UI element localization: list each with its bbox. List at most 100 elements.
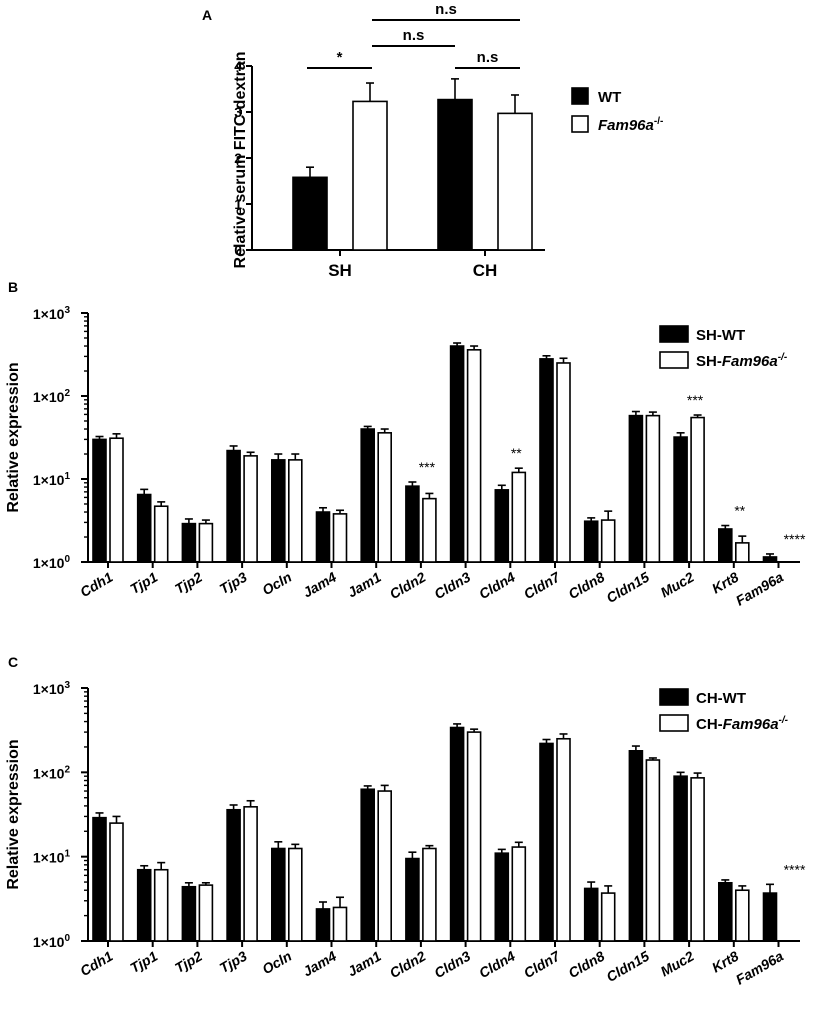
- bar-b-ko-jam4: [332, 513, 348, 563]
- bar-b-wt-jam1: [360, 428, 376, 563]
- error-bar-c-wt-ocln: [274, 841, 283, 849]
- error-bar-c-wt-cldn2: [408, 851, 417, 859]
- error-bar-a-wt-sh: [306, 166, 314, 178]
- y-axis-title-c: Relative expression: [5, 739, 22, 889]
- x-category-a-ch: CH: [473, 261, 498, 280]
- error-bar-c-wt-jam1: [363, 785, 372, 790]
- error-bar-b-ko-tjp3: [246, 451, 255, 456]
- bar-c-wt-jam1: [360, 788, 376, 942]
- error-bar-b-wt-tjp1: [140, 488, 149, 495]
- y-tick-label-b-2: 1×102: [33, 388, 71, 405]
- significance-label-a-2: n.s: [403, 27, 425, 44]
- y-axis-title-a: Relative serum FITC-dextran: [232, 52, 249, 269]
- bar-b-wt-jam4: [315, 511, 331, 563]
- bar-c-wt-cldn2: [405, 857, 420, 942]
- x-category-c-cldn3: Cldn3: [431, 948, 473, 981]
- panel-letter-a: A: [202, 7, 212, 23]
- error-bar-b-wt-tjp3: [229, 445, 238, 451]
- error-bar-c-wt-cldn7: [542, 738, 551, 744]
- error-bar-c-ko-tjp2: [201, 881, 210, 886]
- bar-c-wt-fam96a: [762, 892, 778, 942]
- legend-swatch-c-1: [659, 714, 689, 732]
- error-bar-c-ko-cdh1: [112, 815, 121, 824]
- error-bar-b-wt-tjp2: [184, 518, 193, 524]
- bar-c-ko-cldn3: [466, 731, 482, 942]
- y-axis-title-b: Relative expression: [5, 362, 22, 512]
- significance-b-cldn2: ***: [419, 459, 436, 475]
- bar-c-ko-cldn2: [422, 847, 437, 942]
- bar-b-wt-cldn4: [494, 489, 510, 563]
- bar-b-ko-tjp2: [198, 522, 214, 563]
- error-bar-c-wt-cldn8: [587, 881, 596, 889]
- x-category-b-tjp1: Tjp1: [127, 569, 160, 597]
- bar-b-wt-cldn15: [628, 414, 644, 563]
- error-bar-b-ko-jam1: [380, 428, 389, 433]
- bar-c-ko-ocln: [287, 847, 303, 942]
- x-category-b-cldn7: Cldn7: [521, 568, 564, 602]
- error-bar-a-fam96a-sh: [366, 82, 374, 102]
- error-bar-b-wt-jam1: [363, 425, 372, 430]
- error-bar-c-ko-tjp1: [157, 861, 166, 870]
- error-bar-c-wt-cldn4: [497, 848, 506, 854]
- y-tick-label-c-0: 1×100: [33, 933, 71, 950]
- error-bar-b-ko-cldn3: [470, 345, 479, 350]
- bar-b-ko-cldn2: [422, 497, 437, 563]
- error-bar-b-wt-cldn3: [453, 342, 462, 347]
- bar-a-wt-ch: [437, 98, 473, 251]
- bar-c-ko-cdh1: [109, 822, 124, 942]
- error-bar-c-ko-cldn2: [425, 844, 434, 849]
- legend-swatch-a-1: [571, 115, 589, 133]
- x-category-b-muc2: Muc2: [658, 569, 697, 601]
- legend-swatch-b-1: [659, 351, 689, 369]
- bar-c-wt-cldn3: [449, 726, 465, 942]
- significance-label-a-0: *: [337, 49, 343, 66]
- error-bar-b-wt-cldn8: [587, 517, 596, 522]
- y-tick-label-c-1: 1×101: [33, 849, 71, 866]
- y-tick-label-a-3: 3: [234, 104, 242, 120]
- legend-label-a-0: WT: [598, 89, 621, 106]
- legend-label-a-1: Fam96a-/-: [598, 116, 663, 134]
- y-tick-label-a-1: 1: [234, 196, 242, 212]
- x-category-b-ocln: Ocln: [259, 569, 294, 598]
- x-category-c-cldn15: Cldn15: [603, 948, 652, 985]
- x-category-c-tjp3: Tjp3: [217, 948, 250, 976]
- y-tick-label-c-2: 1×102: [33, 764, 71, 781]
- x-category-c-ocln: Ocln: [259, 948, 294, 977]
- x-category-a-sh: SH: [328, 261, 352, 280]
- error-bar-b-ko-krt8: [738, 535, 747, 543]
- x-category-b-cldn15: Cldn15: [603, 569, 652, 606]
- panel-letter-b: B: [8, 279, 18, 295]
- bar-c-wt-tjp1: [136, 868, 152, 942]
- bar-c-ko-cldn15: [645, 759, 661, 942]
- legend-label-b-1: SH-Fam96a-/-: [696, 352, 788, 370]
- error-bar-c-wt-tjp3: [229, 804, 238, 810]
- significance-label-a-3: n.s: [477, 49, 499, 66]
- bar-b-wt-tjp1: [136, 493, 152, 563]
- bar-b-ko-cldn8: [600, 519, 616, 563]
- bar-c-ko-tjp3: [243, 806, 258, 942]
- error-bar-c-wt-jam4: [319, 901, 327, 909]
- legend-label-b-0: SH-WT: [696, 327, 745, 344]
- error-bar-b-ko-cldn15: [648, 411, 657, 416]
- legend-label-c-0: CH-WT: [696, 690, 746, 707]
- x-category-c-jam4: Jam4: [300, 948, 339, 980]
- x-category-c-cldn4: Cldn4: [476, 948, 518, 981]
- x-category-c-fam96a: Fam96a: [733, 948, 786, 988]
- y-tick-label-b-0: 1×100: [33, 554, 71, 571]
- bar-b-ko-tjp1: [153, 505, 169, 563]
- x-category-b-cldn4: Cldn4: [476, 569, 518, 602]
- error-bar-c-wt-tjp1: [140, 864, 149, 870]
- error-bar-c-ko-cldn7: [559, 733, 568, 739]
- error-bar-c-wt-fam96a: [766, 883, 774, 894]
- error-bar-b-wt-muc2: [676, 432, 685, 438]
- bar-c-wt-cldn7: [539, 742, 554, 942]
- bar-c-wt-cdh1: [92, 816, 107, 942]
- bar-c-ko-tjp1: [153, 868, 169, 942]
- bar-b-wt-fam96a: [762, 556, 778, 563]
- bar-c-ko-cldn4: [511, 846, 527, 942]
- error-bar-b-ko-cldn7: [559, 357, 568, 363]
- error-bar-c-wt-cldn15: [631, 745, 640, 751]
- error-bar-b-wt-cldn15: [631, 410, 640, 416]
- bar-a-fam96a-ch: [497, 112, 533, 251]
- x-category-b-jam4: Jam4: [300, 569, 339, 601]
